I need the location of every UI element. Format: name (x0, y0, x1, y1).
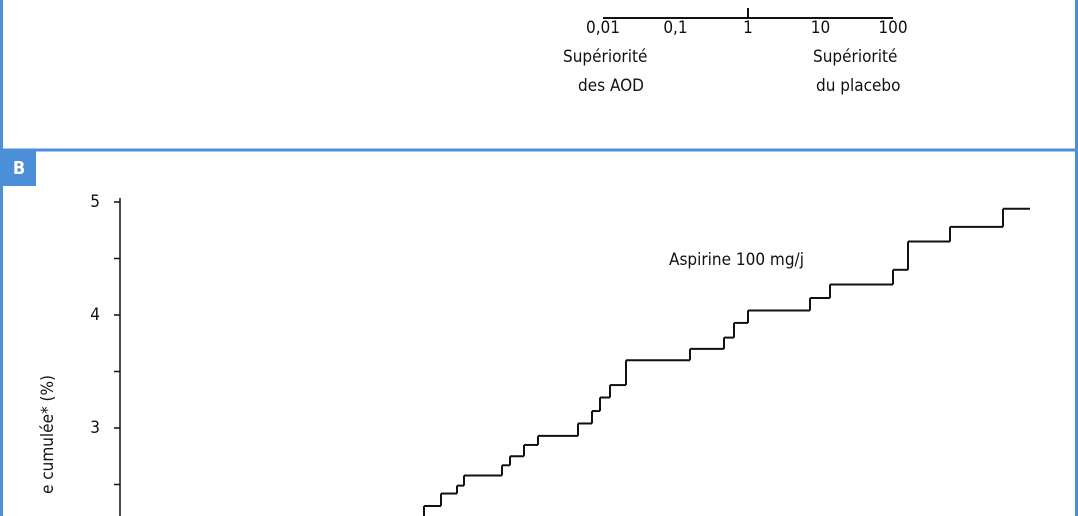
right-label: du placebo (816, 76, 901, 96)
left-label: des AOD (578, 76, 644, 96)
x-tick-label: 10 (811, 18, 830, 38)
y-tick-label: 5 (90, 192, 100, 212)
x-tick-label: 0,1 (663, 18, 687, 38)
y-tick-label: 4 (90, 305, 100, 325)
x-tick-label: 1 (743, 18, 753, 38)
x-tick-label: 0,01 (586, 18, 620, 38)
panel-label: B (13, 158, 25, 179)
annotation: Aspirine 100 mg/j (669, 250, 804, 270)
right-label: Supériorité (813, 47, 897, 67)
x-tick-label: 100 (878, 18, 907, 38)
y-tick-label: 3 (90, 418, 100, 438)
left-label: Supériorité (563, 47, 647, 67)
y-axis-label: e cumulée* (%) (38, 375, 58, 494)
panel-label-box (2, 151, 36, 186)
